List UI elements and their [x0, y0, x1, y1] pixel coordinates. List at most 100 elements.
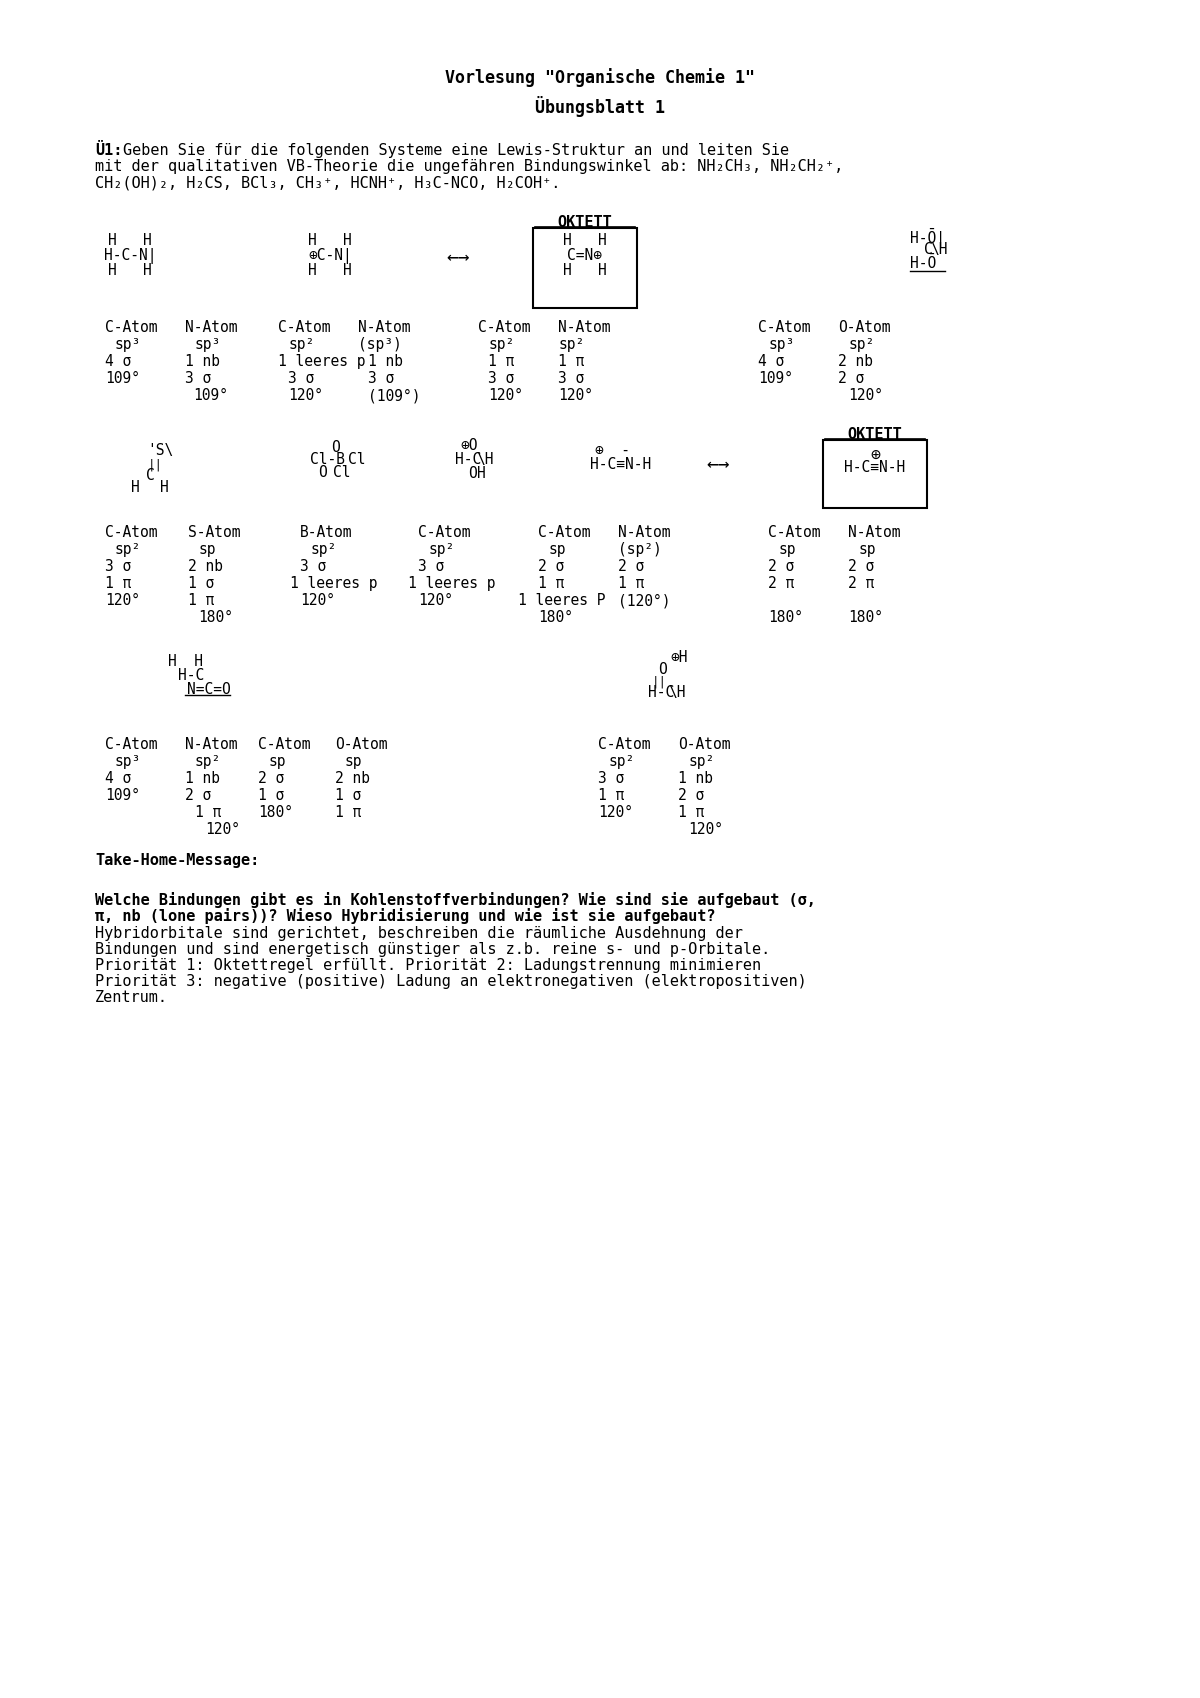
Text: C-Atom: C-Atom: [768, 525, 821, 540]
Text: 2 π: 2 π: [768, 576, 794, 591]
Text: 120°: 120°: [288, 389, 323, 402]
Text: C-Atom: C-Atom: [538, 525, 590, 540]
Text: (sp³): (sp³): [358, 336, 402, 351]
Text: (120°): (120°): [618, 593, 671, 608]
Text: Cl: Cl: [334, 465, 350, 481]
Text: 120°: 120°: [488, 389, 523, 402]
Text: H-C-N|: H-C-N|: [103, 248, 156, 263]
Text: H-C≡N-H: H-C≡N-H: [845, 460, 906, 475]
Text: 3 σ: 3 σ: [598, 771, 624, 786]
Text: Priorität 3: negative (positive) Ladung an elektronegativen (elektropositiven): Priorität 3: negative (positive) Ladung …: [95, 975, 806, 988]
Text: C-Atom: C-Atom: [278, 319, 330, 335]
Text: sp²: sp²: [848, 336, 875, 351]
Text: H   H: H H: [308, 263, 352, 278]
Text: sp²: sp²: [194, 754, 221, 769]
Text: 120°: 120°: [205, 822, 240, 837]
Text: sp²: sp²: [488, 336, 515, 351]
Text: ||: ||: [148, 458, 162, 470]
Text: (109°): (109°): [368, 389, 420, 402]
Text: 1 nb: 1 nb: [185, 353, 220, 368]
Text: H-C≡N-H: H-C≡N-H: [590, 457, 652, 472]
Text: 1 σ: 1 σ: [258, 788, 284, 803]
Text: B-Atom: B-Atom: [300, 525, 353, 540]
Text: O: O: [658, 662, 667, 678]
Text: (sp²): (sp²): [618, 542, 661, 557]
Text: sp³: sp³: [768, 336, 794, 351]
Text: ⊕  -: ⊕ -: [595, 443, 630, 458]
Text: 1 leeres p: 1 leeres p: [290, 576, 378, 591]
Text: Priorität 1: Oktettregel erfüllt. Priorität 2: Ladungstrennung minimieren: Priorität 1: Oktettregel erfüllt. Priori…: [95, 958, 761, 973]
Text: H-C: H-C: [648, 684, 674, 700]
Text: 2 σ: 2 σ: [848, 559, 875, 574]
Text: O: O: [468, 465, 476, 481]
Text: \H: \H: [476, 452, 493, 467]
Text: sp³: sp³: [194, 336, 221, 351]
Text: Cl: Cl: [348, 452, 366, 467]
Text: 180°: 180°: [848, 610, 883, 625]
Text: sp²: sp²: [558, 336, 584, 351]
Text: sp²: sp²: [688, 754, 714, 769]
Text: 1 nb: 1 nb: [185, 771, 220, 786]
Text: H-C: H-C: [455, 452, 481, 467]
Text: 2 σ: 2 σ: [838, 370, 864, 385]
Text: C-Atom: C-Atom: [758, 319, 810, 335]
Text: O-Atom: O-Atom: [678, 737, 731, 752]
Text: 2 σ: 2 σ: [768, 559, 794, 574]
Text: sp²: sp²: [608, 754, 635, 769]
Bar: [533, 228, 637, 307]
Text: sp²: sp²: [310, 542, 336, 557]
Text: N-Atom: N-Atom: [848, 525, 900, 540]
Text: 3 σ: 3 σ: [558, 370, 584, 385]
Text: 1 nb: 1 nb: [678, 771, 713, 786]
Text: C: C: [145, 469, 155, 482]
Text: 1 π: 1 π: [538, 576, 564, 591]
Text: 3 σ: 3 σ: [106, 559, 131, 574]
Text: Übungsblatt 1: Übungsblatt 1: [535, 97, 665, 117]
Text: 109°: 109°: [758, 370, 793, 385]
Text: 4 σ: 4 σ: [758, 353, 785, 368]
Text: \H: \H: [668, 684, 685, 700]
Text: 1 leeres p: 1 leeres p: [278, 353, 366, 368]
Text: 2 σ: 2 σ: [258, 771, 284, 786]
Text: ⊕: ⊕: [870, 447, 880, 464]
Text: C=N⊕: C=N⊕: [568, 248, 602, 263]
Text: 3 σ: 3 σ: [418, 559, 444, 574]
Bar: [823, 440, 928, 508]
Text: 1 leeres p: 1 leeres p: [408, 576, 496, 591]
Text: π, nb (lone pairs))? Wieso Hybridisierung und wie ist sie aufgebaut?: π, nb (lone pairs))? Wieso Hybridisierun…: [95, 908, 715, 924]
Text: sp²: sp²: [428, 542, 455, 557]
Text: N-Atom: N-Atom: [358, 319, 410, 335]
Text: ←→: ←→: [707, 455, 730, 474]
Text: OKTETT: OKTETT: [558, 216, 612, 229]
Text: Vorlesung "Organische Chemie 1": Vorlesung "Organische Chemie 1": [445, 68, 755, 87]
Text: sp: sp: [548, 542, 565, 557]
Text: 1 π: 1 π: [188, 593, 215, 608]
Text: 1 π: 1 π: [106, 576, 131, 591]
Text: 180°: 180°: [198, 610, 233, 625]
Text: 3 σ: 3 σ: [488, 370, 515, 385]
Text: N-Atom: N-Atom: [185, 319, 238, 335]
Text: N=C=O: N=C=O: [187, 683, 230, 696]
Text: 4 σ: 4 σ: [106, 771, 131, 786]
Text: H   H: H H: [108, 233, 152, 248]
Text: 120°: 120°: [848, 389, 883, 402]
Text: 3 σ: 3 σ: [368, 370, 395, 385]
Text: 1 π: 1 π: [598, 788, 624, 803]
Text: 1 π: 1 π: [335, 805, 361, 820]
Text: 2 σ: 2 σ: [618, 559, 644, 574]
Text: C-Atom: C-Atom: [478, 319, 530, 335]
Text: Take-Home-Message:: Take-Home-Message:: [95, 852, 259, 868]
Text: 180°: 180°: [538, 610, 574, 625]
Text: 1 π: 1 π: [678, 805, 704, 820]
Text: ⊕H: ⊕H: [670, 650, 688, 666]
Text: 120°: 120°: [598, 805, 634, 820]
Text: O: O: [318, 465, 326, 481]
Text: sp: sp: [858, 542, 876, 557]
Text: sp³: sp³: [115, 754, 142, 769]
Text: 3 σ: 3 σ: [288, 370, 314, 385]
Text: sp³: sp³: [115, 336, 142, 351]
Text: 1 nb: 1 nb: [368, 353, 403, 368]
Text: H   H: H H: [563, 233, 607, 248]
Text: 120°: 120°: [106, 593, 140, 608]
Text: C: C: [924, 243, 932, 256]
